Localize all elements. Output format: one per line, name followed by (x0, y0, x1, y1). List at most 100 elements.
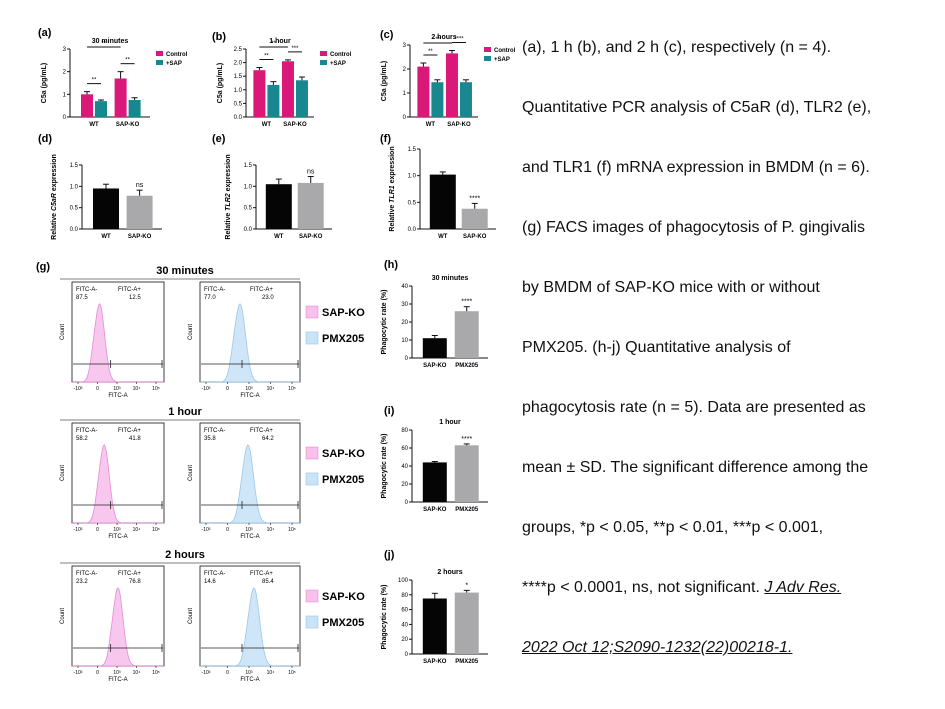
legend-label-sap-ko: SAP-KO (322, 591, 365, 603)
gate-pos-value: 41.8 (129, 436, 141, 442)
histogram-curve (200, 444, 300, 524)
gate-neg-value: 23.2 (76, 579, 88, 585)
y-axis-label-part: Relative (225, 211, 232, 240)
y-tick-label: 80 (401, 428, 408, 434)
x-tick-label: SAP-KO (116, 122, 140, 128)
y-axis-label: Phagocytic rate (%) (381, 585, 388, 650)
x-tick-label: PMX205 (455, 507, 479, 513)
y-tick-label: 2.0 (234, 61, 243, 67)
panel-letter: (j) (384, 549, 395, 561)
x-tick-label: 0 (226, 670, 229, 676)
x-tick-label: WT (89, 122, 99, 128)
y-tick-label: 0.5 (70, 206, 79, 212)
significance-label: **** (461, 436, 472, 443)
y-axis-label-gene: C5aR (51, 193, 58, 211)
legend-label-control: Control (494, 48, 516, 54)
histogram-panel: FITC-A- 77.0 FITC-A+ 23.0 -10³ 0 10³ 10⁴ 10⁵ FITC… (188, 281, 301, 399)
gate-neg-value: 35.8 (204, 436, 216, 442)
y-tick-label: 0 (403, 115, 407, 121)
panel-letter: (b) (212, 31, 226, 43)
y-tick-label: 20 (401, 320, 408, 326)
y-axis-label: Count (188, 324, 194, 340)
panel-letter: (f) (380, 133, 391, 145)
x-tick-label: WT (426, 122, 436, 128)
bar (422, 462, 447, 502)
y-tick-label: 2.5 (234, 47, 243, 53)
y-axis-label-part: expression (51, 154, 58, 193)
y-axis-label: Phagocytic rate (%) (381, 290, 388, 355)
x-tick-label: 10³ (245, 386, 253, 392)
gate-pos-value: 23.0 (262, 295, 274, 301)
y-tick-label: 100 (398, 578, 409, 584)
panel-letter: (c) (380, 29, 394, 41)
x-tick-label: 0 (96, 670, 99, 676)
facs-row-title: 1 hour (168, 406, 202, 418)
caption-line-9: groups, *p < 0.05, **p < 0.01, ***p < 0.… (522, 519, 824, 536)
significance-label: ** (101, 41, 106, 47)
reference-link-journal[interactable]: J Adv Res. (764, 579, 842, 596)
legend-label-sap-ko: SAP-KO (322, 307, 365, 319)
caption-line-1: (a), 1 h (b), and 2 h (c), respectively … (522, 39, 832, 56)
y-tick-label: 60 (401, 608, 408, 614)
x-tick-label: 10⁴ (267, 670, 275, 676)
histogram-panel: FITC-A- 23.2 FITC-A+ 76.8 -10³ 0 10³ 10⁴ 10⁵ FITC… (60, 565, 165, 683)
bar (429, 174, 456, 229)
legend-swatch-pmx205 (305, 472, 319, 486)
significance-label: ns (136, 182, 144, 189)
x-tick-label: -10³ (74, 670, 83, 676)
bar (461, 208, 488, 229)
y-tick-label: 40 (401, 284, 408, 290)
x-tick-label: -10³ (202, 670, 211, 676)
bar (431, 82, 444, 117)
chart-title: 1 hour (439, 419, 461, 426)
panel-letter: (e) (212, 133, 226, 145)
legend-label-sap-ko: SAP-KO (322, 448, 365, 460)
y-axis-label: Phagocytic rate (%) (381, 434, 388, 499)
legend-label-control: Control (330, 52, 352, 58)
y-tick-label: 0.0 (408, 227, 417, 233)
x-tick-label: 10⁵ (152, 670, 160, 676)
significance-label: * (465, 582, 468, 589)
legend-label-control: Control (166, 52, 188, 58)
panel-letter: (g) (36, 261, 50, 273)
x-tick-label: SAP-KO (299, 234, 323, 240)
y-tick-label: 0.5 (234, 101, 243, 107)
bar (128, 100, 141, 117)
caption-line-5: by BMDM of SAP-KO mice with or without (522, 279, 820, 296)
y-tick-label: 1.5 (234, 74, 243, 80)
x-tick-label: 10⁵ (152, 386, 160, 392)
x-tick-label: SAP-KO (447, 122, 471, 128)
chart-title: 1 hour (269, 38, 291, 45)
y-axis-label: Count (188, 465, 194, 481)
gate-pos-value: 85.4 (262, 579, 274, 585)
histogram-panel: FITC-A- 87.5 FITC-A+ 12.5 -10³ 0 10³ 10⁴ 10⁵ FITC… (60, 281, 165, 399)
y-axis-label-part: Relative (51, 211, 58, 240)
x-tick-label: -10³ (202, 386, 211, 392)
y-axis-label-part: Relative (389, 203, 396, 232)
y-tick-label: 10 (401, 338, 408, 344)
bar (422, 598, 447, 654)
significance-label: *** (291, 46, 299, 52)
x-tick-label: 10³ (113, 527, 121, 533)
gate-neg-label: FITC-A- (76, 428, 97, 434)
facs-row-title: 2 hours (165, 549, 205, 561)
y-tick-label: 1.5 (70, 163, 79, 169)
gate-pos-label: FITC-A+ (250, 428, 273, 434)
gate-pos-value: 12.5 (129, 295, 141, 301)
legend-swatch-control (156, 51, 163, 56)
legend-swatch-sap (484, 56, 491, 61)
bar (454, 592, 479, 654)
reference-link-date[interactable]: 2022 Oct 12;S2090-1232(22)00218-1. (522, 639, 793, 656)
significance-label: **** (454, 37, 464, 43)
x-tick-label: 0 (96, 527, 99, 533)
legend-label-sap: +SAP (330, 61, 346, 67)
gate-pos-label: FITC-A+ (118, 287, 141, 293)
x-axis-label: FITC-A (240, 677, 259, 683)
y-tick-label: 1 (63, 92, 67, 98)
gate-pos-label: FITC-A+ (250, 571, 273, 577)
legend-swatch-control (320, 51, 327, 56)
x-tick-label: -10³ (74, 527, 83, 533)
y-tick-label: 1 (403, 91, 407, 97)
y-tick-label: 20 (401, 637, 408, 643)
legend-label-pmx205: PMX205 (322, 333, 364, 345)
